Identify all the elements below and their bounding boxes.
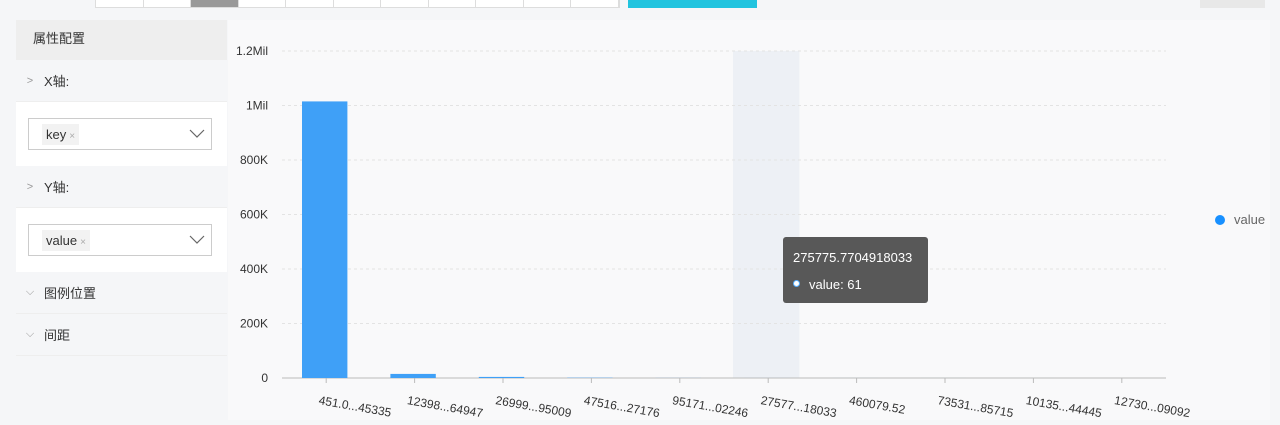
x-tick-label: 27577...18033 bbox=[760, 393, 838, 420]
legend-dot-icon bbox=[1215, 215, 1225, 225]
segment-button[interactable] bbox=[571, 0, 619, 7]
bar-chart: 0 200K 400K 600K 800K 1Mil 1.2Mil 451.0...45335… bbox=[228, 20, 1270, 420]
segment-button[interactable] bbox=[191, 0, 239, 7]
y-tick-label: 1Mil bbox=[246, 99, 268, 113]
legend-position-label: 图例位置 bbox=[44, 283, 96, 302]
x-tick-label: 73531...85715 bbox=[936, 393, 1014, 420]
chevron-down-icon bbox=[189, 129, 205, 139]
spacing-label: 间距 bbox=[44, 325, 70, 344]
primary-button[interactable] bbox=[628, 0, 757, 8]
y-axis-section[interactable]: >Y轴: bbox=[16, 166, 227, 208]
segment-button[interactable] bbox=[429, 0, 477, 7]
selected-tag: value× bbox=[42, 230, 90, 251]
panel-title: 属性配置 bbox=[16, 20, 227, 60]
x-axis-select[interactable]: key× bbox=[28, 118, 212, 150]
bar bbox=[302, 101, 347, 378]
segment-button[interactable] bbox=[334, 0, 382, 7]
x-tick-label: 47516...27176 bbox=[583, 393, 661, 420]
x-axis-section[interactable]: >X轴: bbox=[16, 60, 227, 102]
y-tick-label: 200K bbox=[240, 317, 268, 331]
view-segmented-control bbox=[95, 0, 620, 8]
series-dot-icon bbox=[793, 280, 800, 287]
selected-tag: key× bbox=[42, 124, 79, 145]
y-tick-label: 0 bbox=[261, 371, 268, 385]
segment-button[interactable] bbox=[144, 0, 192, 7]
x-tick-label: 451.0...45335 bbox=[318, 393, 393, 420]
tag-label: key bbox=[46, 127, 66, 142]
x-tick-label: 12398...64947 bbox=[406, 393, 484, 420]
spacing-section[interactable]: ⌵间距 bbox=[16, 314, 227, 356]
segment-button[interactable] bbox=[239, 0, 287, 7]
y-tick-label: 600K bbox=[240, 208, 268, 222]
chevron-right-icon: > bbox=[16, 75, 44, 87]
segment-button[interactable] bbox=[381, 0, 429, 7]
x-tick-label: 95171...02246 bbox=[671, 393, 749, 420]
chart-svg: 0 200K 400K 600K 800K 1Mil 1.2Mil 451.0...45335… bbox=[228, 20, 1270, 420]
chart-tooltip: 275775.7704918033 value: 61 bbox=[783, 237, 928, 303]
y-tick-label: 1.2Mil bbox=[236, 44, 268, 58]
segment-button[interactable] bbox=[524, 0, 572, 7]
x-tick-label: 10135...44445 bbox=[1025, 393, 1103, 420]
y-tick-label: 400K bbox=[240, 262, 268, 276]
bar bbox=[390, 374, 435, 378]
segment-button[interactable] bbox=[286, 0, 334, 7]
y-axis-select[interactable]: value× bbox=[28, 224, 212, 256]
secondary-button[interactable] bbox=[1200, 0, 1265, 8]
property-panel: 属性配置 >X轴: key× >Y轴: value× ⌵图例位置 ⌵间距 bbox=[16, 20, 227, 424]
chevron-right-icon: > bbox=[16, 181, 44, 193]
bar bbox=[479, 377, 524, 378]
chart-legend[interactable]: value bbox=[1215, 212, 1265, 227]
chevron-down-icon: ⌵ bbox=[16, 328, 44, 341]
x-tick-label: 460079.52 bbox=[848, 393, 907, 417]
chevron-down-icon bbox=[189, 235, 205, 245]
remove-tag-icon[interactable]: × bbox=[69, 131, 75, 142]
x-tick-label: 12730...09092 bbox=[1113, 393, 1191, 420]
segment-button[interactable] bbox=[96, 0, 144, 7]
y-tick-label: 800K bbox=[240, 153, 268, 167]
x-tick-label: 26999...95009 bbox=[494, 393, 572, 420]
tag-label: value bbox=[46, 233, 77, 248]
hover-band bbox=[733, 51, 799, 378]
tooltip-title: 275775.7704918033 bbox=[793, 250, 912, 265]
segment-button[interactable] bbox=[476, 0, 524, 7]
legend-label: value bbox=[1234, 212, 1265, 227]
x-axis-label: X轴: bbox=[44, 71, 69, 90]
remove-tag-icon[interactable]: × bbox=[80, 237, 86, 248]
legend-position-section[interactable]: ⌵图例位置 bbox=[16, 272, 227, 314]
chevron-down-icon: ⌵ bbox=[16, 286, 44, 299]
y-axis-label: Y轴: bbox=[44, 177, 69, 196]
tooltip-value: value: 61 bbox=[809, 277, 862, 292]
